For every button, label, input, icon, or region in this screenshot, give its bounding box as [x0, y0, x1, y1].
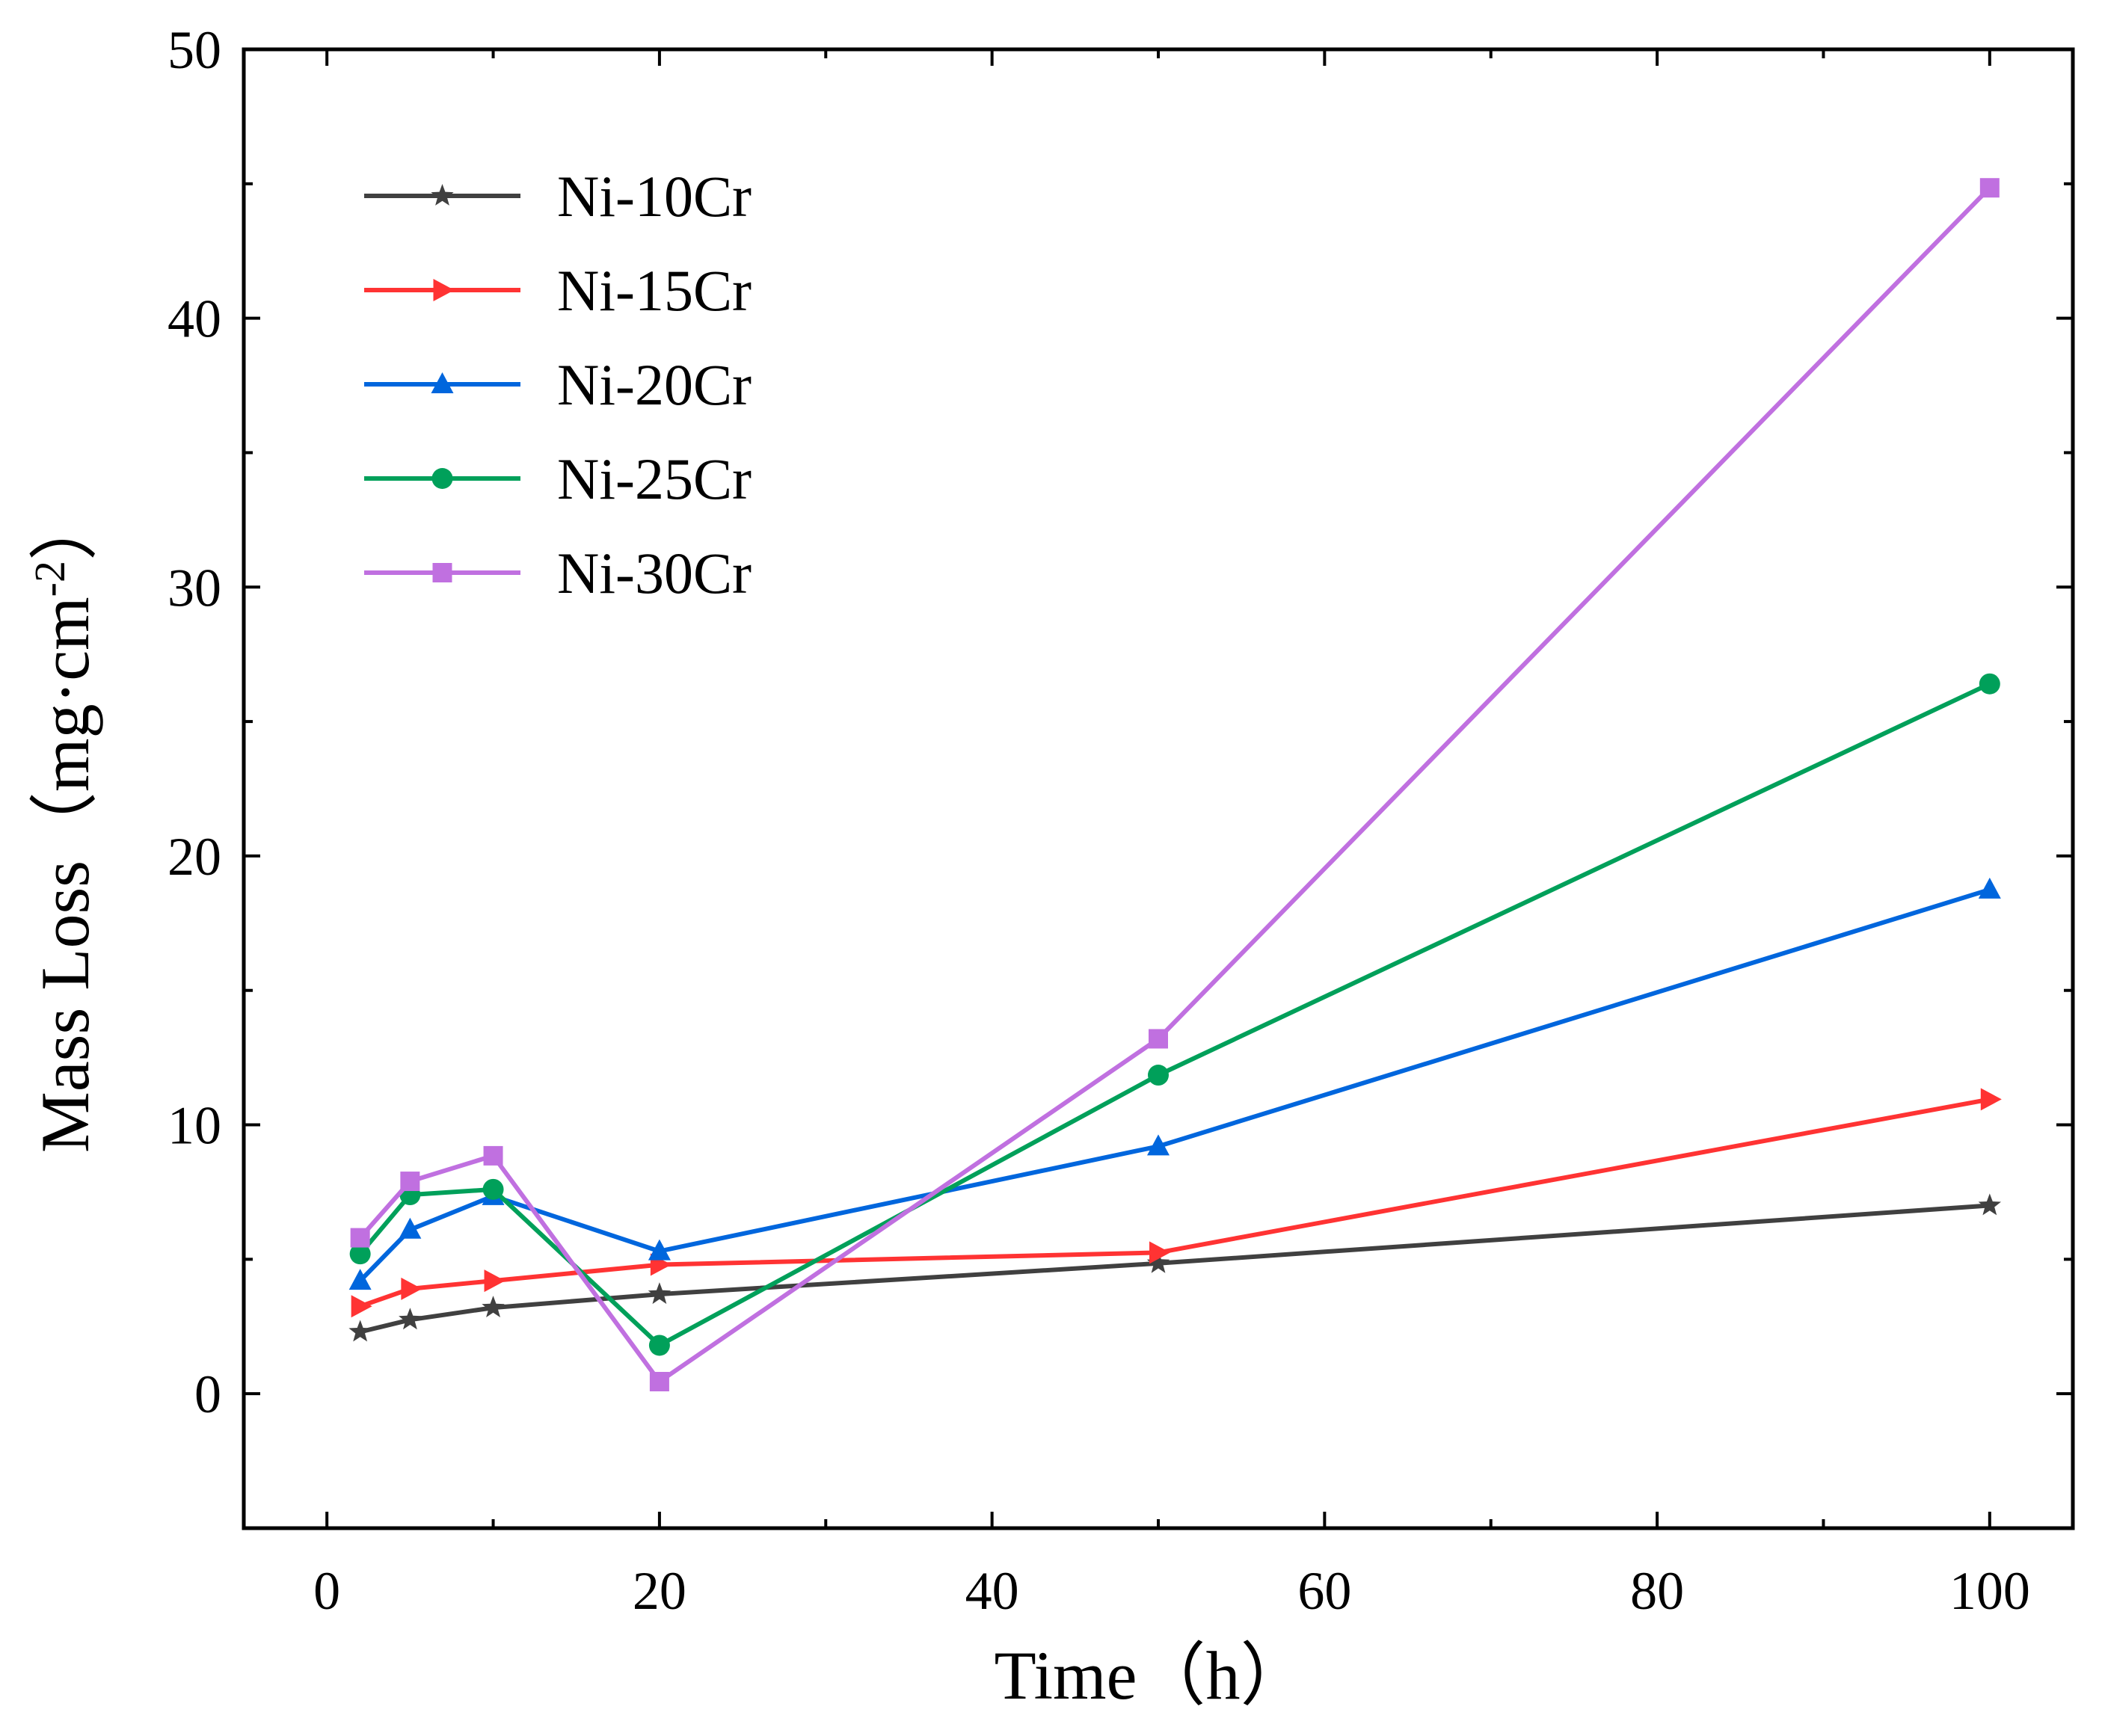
y-tick-label: 30: [168, 558, 221, 618]
data-point-ni-10cr: [399, 1308, 422, 1330]
data-point-ni-30cr: [1979, 178, 2000, 198]
series-ni-30cr: [350, 178, 2000, 1391]
data-point-ni-30cr: [1149, 1029, 1168, 1049]
legend-label-ni-25cr: Ni-25Cr: [557, 446, 752, 511]
data-point-ni-15cr: [351, 1295, 372, 1318]
data-point-ni-25cr: [648, 1335, 670, 1356]
data-point-ni-15cr: [1980, 1088, 2002, 1111]
axes-layer: 0 20 40 60 80 100 0 10 20 30 40 50: [168, 20, 2073, 1621]
legend-entry-ni-25cr: Ni-25Cr: [364, 446, 752, 511]
y-tick-label: 50: [168, 20, 221, 80]
y-tick-label: 0: [194, 1364, 221, 1424]
legend-marker-ni-10cr: [431, 184, 454, 206]
y-axis-title-main: Mass Loss（mg·cm: [27, 597, 103, 1153]
series-line-ni-10cr: [359, 1203, 1991, 1335]
legend-label-ni-15cr: Ni-15Cr: [557, 258, 752, 323]
data-point-ni-25cr: [482, 1178, 504, 1200]
legend-marker-ni-20cr: [431, 372, 454, 393]
legend-marker-ni-30cr: [432, 563, 452, 582]
legend-entry-ni-15cr: Ni-15Cr: [364, 258, 752, 323]
legend: Ni-10Cr Ni-15Cr Ni-20Cr Ni-25Cr Ni-30Cr: [364, 164, 752, 606]
data-point-ni-15cr: [484, 1269, 505, 1293]
data-point-ni-15cr: [401, 1277, 422, 1300]
data-point-ni-10cr: [1146, 1251, 1170, 1273]
legend-entry-ni-20cr: Ni-20Cr: [364, 352, 752, 417]
legend-marker-ni-15cr: [433, 279, 455, 301]
y-axis-title-superscript: -2: [25, 561, 74, 597]
x-axis-title: Time（h）: [995, 1637, 1309, 1714]
data-point-ni-25cr: [1148, 1065, 1169, 1086]
data-point-ni-10cr: [348, 1320, 372, 1342]
x-tick-label: 0: [313, 1561, 340, 1621]
x-tick-label: 60: [1297, 1561, 1351, 1621]
y-tick-label: 20: [168, 827, 221, 887]
legend-entry-ni-30cr: Ni-30Cr: [364, 541, 752, 606]
series-layer: [348, 178, 2002, 1391]
y-tick-label: 40: [168, 289, 221, 349]
data-point-ni-15cr: [1149, 1241, 1170, 1264]
data-point-ni-20cr: [399, 1217, 422, 1239]
data-point-ni-20cr: [1978, 877, 2001, 899]
data-point-ni-20cr: [348, 1269, 372, 1290]
data-point-ni-20cr: [1147, 1134, 1170, 1156]
data-point-ni-30cr: [483, 1145, 503, 1166]
series-ni-10cr: [348, 1193, 2001, 1342]
data-point-ni-25cr: [349, 1243, 371, 1265]
series-ni-20cr: [348, 877, 2001, 1290]
legend-entry-ni-10cr: Ni-10Cr: [364, 164, 752, 229]
x-tick-label: 100: [1949, 1561, 2030, 1621]
legend-label-ni-20cr: Ni-20Cr: [557, 352, 752, 417]
x-tick-label: 20: [633, 1561, 686, 1621]
data-point-ni-10cr: [482, 1296, 505, 1317]
series-ni-15cr: [351, 1088, 2002, 1318]
series-line-ni-15cr: [359, 1097, 1991, 1309]
data-point-ni-25cr: [1979, 673, 2000, 695]
y-axis-title: Mass Loss（mg·cm-2）: [25, 492, 103, 1153]
y-axis-title-close: ）: [27, 492, 103, 561]
data-point-ni-30cr: [400, 1172, 420, 1192]
x-tick-label: 80: [1630, 1561, 1684, 1621]
series-line-ni-25cr: [358, 681, 1991, 1348]
data-point-ni-10cr: [1978, 1193, 2001, 1216]
data-point-ni-10cr: [648, 1282, 672, 1305]
y-tick-label: 10: [168, 1096, 221, 1156]
data-point-ni-30cr: [649, 1371, 669, 1391]
legend-marker-ni-25cr: [431, 468, 453, 489]
x-tick-label: 40: [965, 1561, 1019, 1621]
series-ni-25cr: [349, 673, 2000, 1356]
legend-label-ni-10cr: Ni-10Cr: [557, 164, 752, 229]
data-point-ni-30cr: [350, 1228, 370, 1248]
legend-label-ni-30cr: Ni-30Cr: [557, 541, 752, 606]
data-point-ni-20cr: [648, 1239, 671, 1261]
